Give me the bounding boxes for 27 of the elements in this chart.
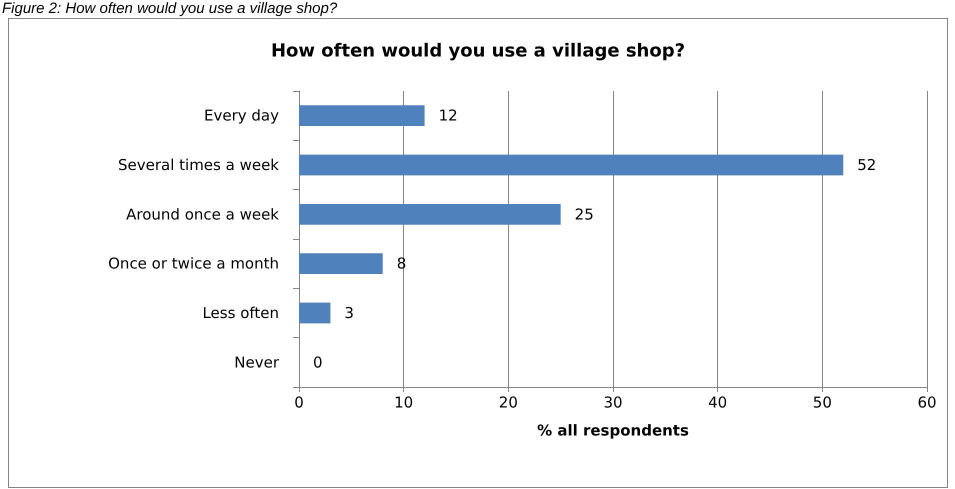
- data-label: 12: [438, 106, 458, 125]
- data-label: 3: [344, 304, 354, 322]
- bar: [299, 253, 383, 274]
- x-tick-label: 0: [294, 394, 304, 412]
- data-label: 0: [313, 353, 323, 372]
- x-tick-label: 60: [917, 394, 937, 412]
- y-tick-label: Every day: [204, 106, 280, 125]
- data-label: 52: [857, 156, 876, 174]
- caption: Figure 2: How often would you use a village shop?: [2, 0, 338, 17]
- x-tick-label: 30: [603, 394, 623, 412]
- x-axis-title: % all respondents: [537, 422, 689, 440]
- data-label: 8: [396, 254, 406, 273]
- bar: [299, 154, 844, 176]
- x-tick-label: 20: [498, 394, 518, 412]
- bar: [299, 302, 330, 324]
- y-tick-label: Less often: [202, 304, 279, 322]
- y-tick-label: Never: [234, 353, 280, 372]
- y-tick-label: Several times a week: [118, 156, 280, 174]
- data-label: 25: [574, 205, 594, 224]
- bar: [299, 204, 561, 225]
- x-tick-label: 40: [708, 394, 728, 412]
- x-tick-label: 10: [394, 394, 414, 412]
- x-tick-label: 50: [812, 394, 832, 412]
- y-tick-label: Once or twice a month: [108, 254, 279, 273]
- chart-title: How often would you use a village shop?: [270, 40, 686, 62]
- bar: [299, 105, 425, 126]
- y-tick-label: Around once a week: [126, 205, 280, 224]
